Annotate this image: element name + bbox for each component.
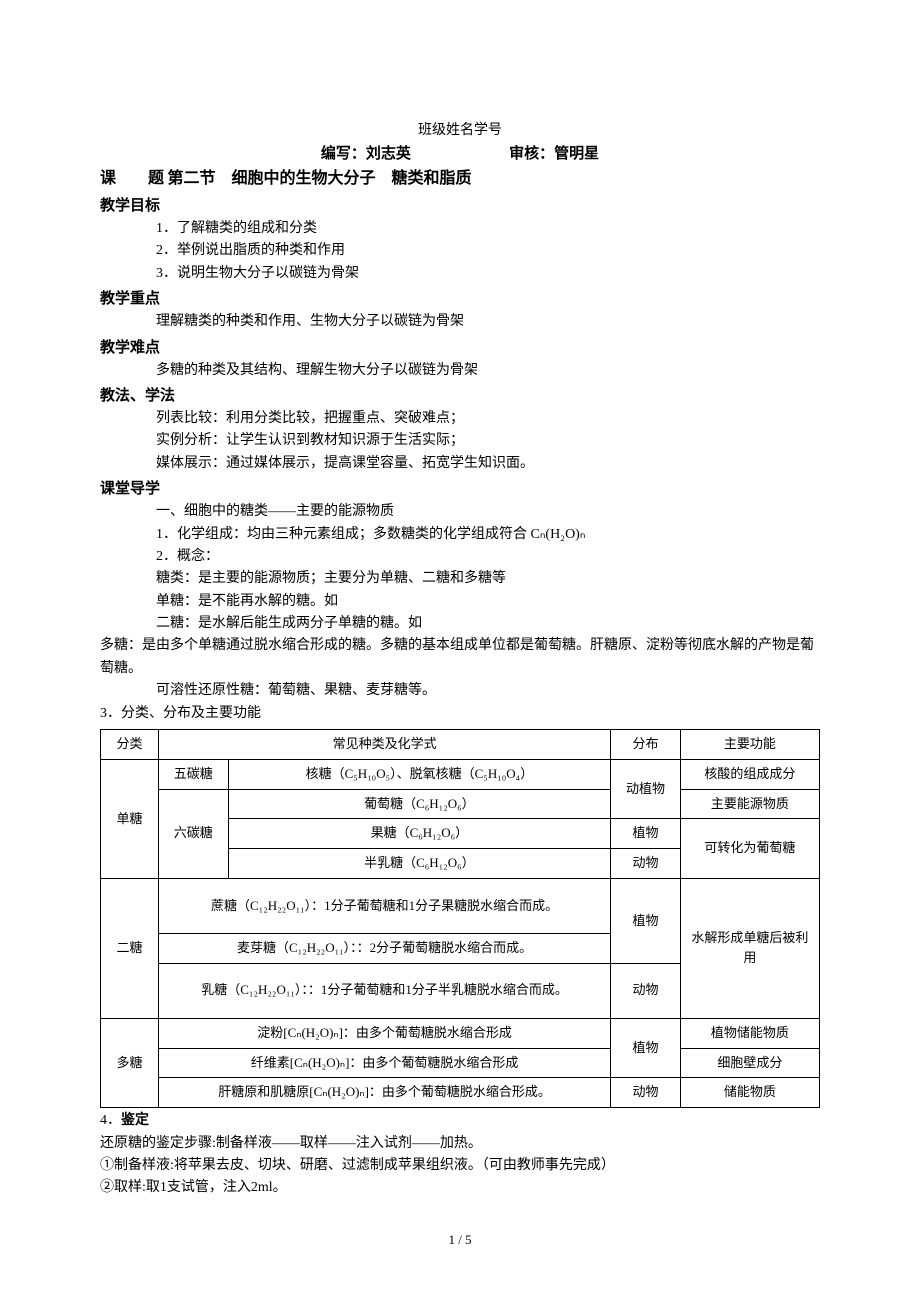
author-review: 审核：管明星 (509, 145, 599, 162)
guide-item-4: 单糖：是不能再水解的糖。如 (100, 591, 820, 613)
cell-dist-animal-1: 动物 (611, 849, 681, 879)
guide-item-1: 1．化学组成：均由三种元素组成；多数糖类的化学组成符合 Cₙ(H₂O)ₙ (100, 524, 820, 546)
class-name-id-line: 班级姓名学号 (100, 120, 820, 142)
cell-6c-label: 六碳糖 (158, 789, 228, 878)
section-key-point: 教学重点 (100, 287, 820, 311)
table-header-row: 分类 常见种类及化学式 分布 主要功能 (101, 730, 820, 760)
cell-func-plant-store: 植物储能物质 (680, 1018, 819, 1048)
table-row: 二糖 蔗糖（C₁₂H₂₂O₁₁）：1分子葡萄糖和1分子果糖脱水缩合而成。 植物 … (101, 879, 820, 934)
section-class-guide: 课堂导学 (100, 477, 820, 501)
cell-lactose: 乳糖（C₁₂H₂₂O₁₁）：：1分子葡萄糖和1分子半乳糖脱水缩合而成。 (158, 963, 610, 1018)
cell-glucose: 葡萄糖（C₆H₁₂O₆） (228, 789, 611, 819)
identify-title: 鉴定 (121, 1111, 149, 1127)
goal-item-2: 2．举例说出脂质的种类和作用 (100, 240, 820, 262)
cell-dist-plant-3: 植物 (611, 1018, 681, 1078)
cell-maltose: 麦芽糖（C₁₂H₂₂O₁₁）：：2分子葡萄糖脱水缩合而成。 (158, 934, 610, 964)
cell-5c-label: 五碳糖 (158, 759, 228, 789)
cell-mono-label: 单糖 (101, 759, 159, 878)
method-item-2: 实例分析：让学生认识到教材知识源于生活实际； (100, 430, 820, 452)
col-species: 常见种类及化学式 (158, 730, 610, 760)
cell-galactose: 半乳糖（C₆H₁₂O₆） (228, 849, 611, 879)
cell-starch: 淀粉[Cₙ(H₂O)ₙ]：由多个葡萄糖脱水缩合形成 (158, 1018, 610, 1048)
cell-func-energy: 主要能源物质 (680, 789, 819, 819)
cell-dist-plant-2: 植物 (611, 879, 681, 964)
guide-item-5: 二糖：是水解后能生成两分子单糖的糖。如 (100, 613, 820, 635)
sugar-table: 分类 常见种类及化学式 分布 主要功能 单糖 五碳糖 核糖（C₅H₁₀O₅）、脱… (100, 729, 820, 1108)
lesson-title-line: 课 题 第二节 细胞中的生物大分子 糖类和脂质 (100, 166, 820, 192)
page-container: 班级姓名学号 编写：刘志英 审核：管明星 课 题 第二节 细胞中的生物大分子 糖… (0, 0, 920, 1291)
cell-dist-animal-3: 动物 (611, 1078, 681, 1108)
method-item-1: 列表比较：利用分类比较，把握重点、突破难点； (100, 408, 820, 430)
table-row: 单糖 五碳糖 核糖（C₅H₁₀O₅）、脱氧核糖（C₅H₁₀O₄） 动植物 核酸的… (101, 759, 820, 789)
table-row: 肝糖原和肌糖原[Cₙ(H₂O)ₙ]：由多个葡萄糖脱水缩合形成。 动物 储能物质 (101, 1078, 820, 1108)
cell-func-hydrolyze: 水解形成单糖后被利用 (680, 879, 819, 1019)
table-row: 六碳糖 葡萄糖（C₆H₁₂O₆） 主要能源物质 (101, 789, 820, 819)
goal-item-1: 1．了解糖类的组成和分类 (100, 218, 820, 240)
cell-func-cellwall: 细胞壁成分 (680, 1048, 819, 1078)
guide-item-3: 糖类：是主要的能源物质；主要分为单糖、二糖和多糖等 (100, 568, 820, 590)
cell-di-label: 二糖 (101, 879, 159, 1019)
identify-line-2: ①制备样液:将苹果去皮、切块、研磨、过滤制成苹果组织液。（可由教师事先完成） (100, 1155, 820, 1177)
table-row: 纤维素[Cₙ(H₂O)ₙ]：由多个葡萄糖脱水缩合形成 细胞壁成分 (101, 1048, 820, 1078)
authors-line: 编写：刘志英 审核：管明星 (100, 142, 820, 166)
cell-cellulose: 纤维素[Cₙ(H₂O)ₙ]：由多个葡萄糖脱水缩合形成 (158, 1048, 610, 1078)
identify-number: 4． (100, 1113, 121, 1128)
cell-func-nucleic: 核酸的组成成分 (680, 759, 819, 789)
guide-table-title: 3．分类、分布及主要功能 (100, 703, 820, 725)
guide-reducing-text: 可溶性还原性糖：葡萄糖、果糖、麦芽糖等。 (100, 680, 820, 702)
cell-glycogen: 肝糖原和肌糖原[Cₙ(H₂O)ₙ]：由多个葡萄糖脱水缩合形成。 (158, 1078, 610, 1108)
section-difficult-point: 教学难点 (100, 336, 820, 360)
table-row: 多糖 淀粉[Cₙ(H₂O)ₙ]：由多个葡萄糖脱水缩合形成 植物 植物储能物质 (101, 1018, 820, 1048)
key-point-text: 理解糖类的种类和作用、生物大分子以碳链为骨架 (100, 311, 820, 333)
cell-func-store: 储能物质 (680, 1078, 819, 1108)
lesson-label: 课 题 (100, 170, 164, 187)
cell-poly-label: 多糖 (101, 1018, 159, 1107)
identify-line-1: 还原糖的鉴定步骤:制备样液——取样——注入试剂——加热。 (100, 1133, 820, 1155)
identify-line-3: ②取样:取1支试管，注入2ml。 (100, 1177, 820, 1199)
cell-5c-detail: 核糖（C₅H₁₀O₅）、脱氧核糖（C₅H₁₀O₄） (228, 759, 611, 789)
col-distribution: 分布 (611, 730, 681, 760)
lesson-title: 第二节 细胞中的生物大分子 糖类和脂质 (168, 170, 472, 187)
section-method: 教法、学法 (100, 384, 820, 408)
col-function: 主要功能 (680, 730, 819, 760)
cell-func-convert: 可转化为葡萄糖 (680, 819, 819, 879)
method-item-3: 媒体展示：通过媒体展示，提高课堂容量、拓宽学生知识面。 (100, 453, 820, 475)
cell-sucrose: 蔗糖（C₁₂H₂₂O₁₁）：1分子葡萄糖和1分子果糖脱水缩合而成。 (158, 879, 610, 934)
guide-item-2: 2．概念： (100, 546, 820, 568)
guide-intro: 一、细胞中的糖类——主要的能源物质 (100, 501, 820, 523)
section-teaching-goal: 教学目标 (100, 194, 820, 218)
cell-dist-animal-2: 动物 (611, 963, 681, 1018)
col-classify: 分类 (101, 730, 159, 760)
author-write: 编写：刘志英 (321, 145, 411, 162)
cell-dist-both: 动植物 (611, 759, 681, 819)
guide-poly-text: 多糖：是由多个单糖通过脱水缩合形成的糖。多糖的基本组成单位都是葡萄糖。肝糖原、淀… (100, 635, 820, 680)
cell-dist-plant-1: 植物 (611, 819, 681, 849)
identify-head: 4．鉴定 (100, 1108, 820, 1132)
difficult-point-text: 多糖的种类及其结构、理解生物大分子以碳链为骨架 (100, 360, 820, 382)
goal-item-3: 3．说明生物大分子以碳链为骨架 (100, 263, 820, 285)
cell-fructose: 果糖（C₆H₁₂O₆） (228, 819, 611, 849)
page-footer: 1 / 5 (100, 1230, 820, 1251)
